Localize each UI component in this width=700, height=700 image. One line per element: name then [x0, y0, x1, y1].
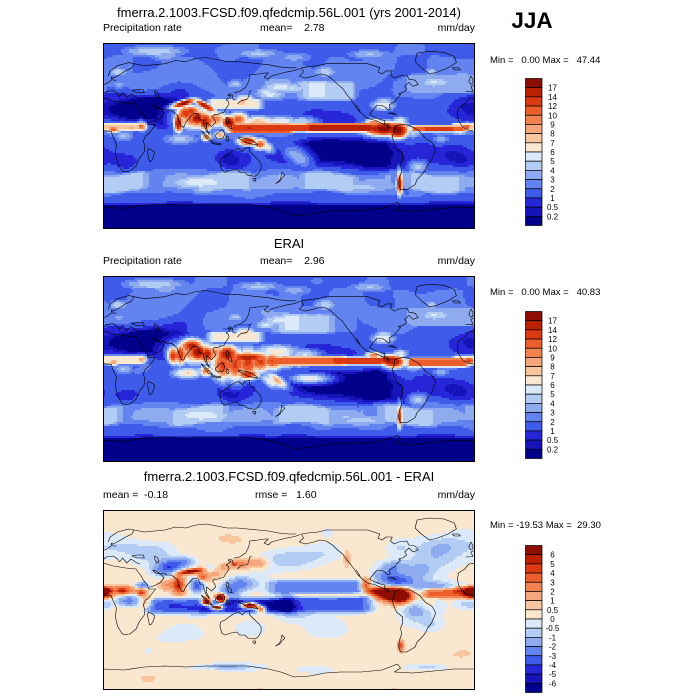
svg-text:1: 1 — [550, 194, 555, 203]
svg-text:0.5: 0.5 — [547, 203, 559, 212]
svg-text:9: 9 — [550, 353, 555, 362]
svg-text:8: 8 — [550, 130, 555, 139]
svg-text:3: 3 — [550, 176, 555, 185]
svg-text:12: 12 — [548, 335, 557, 344]
svg-text:9: 9 — [550, 120, 555, 129]
svg-text:2: 2 — [550, 418, 555, 427]
svg-text:17: 17 — [548, 317, 557, 326]
svg-text:8: 8 — [550, 363, 555, 372]
svg-text:6: 6 — [550, 381, 555, 390]
svg-text:14: 14 — [548, 93, 557, 102]
svg-text:4: 4 — [550, 399, 555, 408]
svg-text:17: 17 — [548, 84, 557, 93]
svg-text:5: 5 — [550, 390, 555, 399]
svg-text:4: 4 — [550, 166, 555, 175]
svg-text:10: 10 — [548, 344, 557, 353]
svg-text:0.2: 0.2 — [547, 212, 559, 221]
svg-text:0.2: 0.2 — [547, 445, 559, 454]
svg-text:12: 12 — [548, 102, 557, 111]
svg-text:0.5: 0.5 — [547, 436, 559, 445]
svg-text:6: 6 — [550, 148, 555, 157]
svg-text:14: 14 — [548, 326, 557, 335]
svg-text:10: 10 — [548, 111, 557, 120]
svg-text:7: 7 — [550, 372, 555, 381]
svg-text:1: 1 — [550, 427, 555, 436]
svg-text:5: 5 — [550, 157, 555, 166]
svg-text:7: 7 — [550, 139, 555, 148]
svg-text:3: 3 — [550, 409, 555, 418]
svg-text:2: 2 — [550, 185, 555, 194]
